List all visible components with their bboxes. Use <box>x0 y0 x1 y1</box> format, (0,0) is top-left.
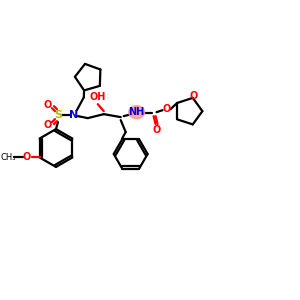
Text: O: O <box>162 104 171 114</box>
Text: OH: OH <box>90 92 106 102</box>
Text: CH₃: CH₃ <box>1 153 16 162</box>
Text: O: O <box>190 91 198 101</box>
Text: O: O <box>44 120 52 130</box>
Ellipse shape <box>129 106 145 118</box>
Text: O: O <box>152 125 161 135</box>
Text: O: O <box>22 152 31 163</box>
Text: S: S <box>54 110 62 120</box>
Text: N: N <box>69 110 79 120</box>
Text: O: O <box>44 100 52 110</box>
Text: NH: NH <box>128 107 145 117</box>
